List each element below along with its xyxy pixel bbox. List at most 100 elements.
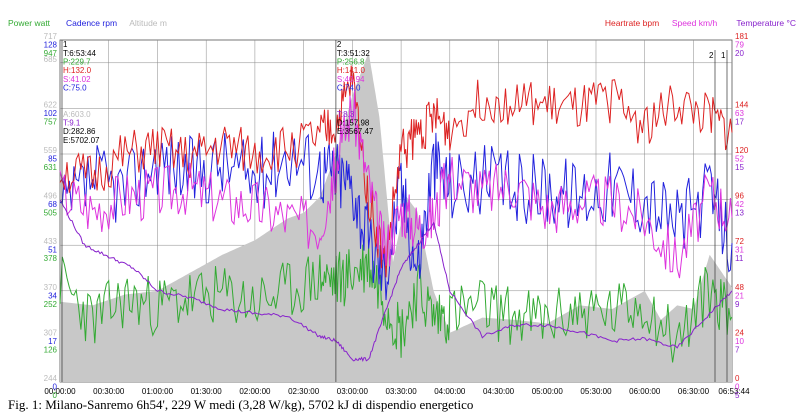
y-tick-cadence: 102 xyxy=(44,109,58,118)
x-tick-label: 04:30:00 xyxy=(483,387,515,396)
y-tick-heartrate: 96 xyxy=(735,192,744,201)
y-tick-cadence: 34 xyxy=(48,291,57,300)
marker-readout: E:3567.47 xyxy=(337,127,374,136)
marker-readout: T:8.3 xyxy=(337,110,355,119)
y-tick-speed: 63 xyxy=(735,109,744,118)
axis-layer: 00:00:00 00:30:00 01:00:00 01:30:00 02:00:00… xyxy=(44,32,750,400)
y-tick-heartrate: 181 xyxy=(735,32,749,41)
marker-readout: A:603.0 xyxy=(63,110,91,119)
end-marker-label: 2 xyxy=(709,51,714,60)
x-tick-label: 01:00:00 xyxy=(142,387,174,396)
y-tick-speed: 42 xyxy=(735,200,744,209)
legend-temperature-c: Temperature °C xyxy=(736,18,796,28)
x-tick-label: 02:30:00 xyxy=(288,387,320,396)
y-tick-speed: 52 xyxy=(735,155,744,164)
y-tick-power: 0 xyxy=(53,391,58,400)
marker-readout: T:9.1 xyxy=(63,119,81,128)
marker-readout: P:256.8 xyxy=(337,58,365,67)
y-tick-speed: 79 xyxy=(735,41,744,50)
x-tick-label: 06:00:00 xyxy=(629,387,661,396)
y-tick-heartrate: 24 xyxy=(735,328,744,337)
marker-readout: D:282.86 xyxy=(63,127,96,136)
y-tick-heartrate: 72 xyxy=(735,237,744,246)
y-tick-temperature: 11 xyxy=(735,254,744,263)
series-layer xyxy=(59,52,733,383)
marker-readout: H:132.0 xyxy=(63,66,92,75)
legend-speed-km-h: Speed km/h xyxy=(672,18,718,28)
series-cadence-line xyxy=(59,131,733,301)
marker-readout: S:40.94 xyxy=(337,75,365,84)
y-tick-cadence: 17 xyxy=(48,337,57,346)
x-tick-label: 02:00:00 xyxy=(239,387,271,396)
marker-readout: H:141.0 xyxy=(337,66,366,75)
y-tick-power: 631 xyxy=(44,163,58,172)
y-tick-altitude: 370 xyxy=(44,283,58,292)
series-heartrate-line xyxy=(59,65,733,278)
y-tick-heartrate: 120 xyxy=(735,146,749,155)
y-tick-altitude: 244 xyxy=(44,374,58,383)
y-tick-power: 757 xyxy=(44,117,58,126)
x-tick-label: 00:00:00 xyxy=(44,387,76,396)
y-tick-temperature: 13 xyxy=(735,209,744,218)
x-tick-label: 03:00:00 xyxy=(337,387,369,396)
series-altitude-area xyxy=(60,52,732,383)
marker-readout: T:3:51:32 xyxy=(337,49,370,58)
y-tick-speed: 10 xyxy=(735,337,744,346)
y-tick-altitude: 622 xyxy=(44,100,58,109)
marker-readout: C:74.0 xyxy=(337,83,361,92)
x-tick-label: 06:30:00 xyxy=(678,387,710,396)
y-tick-power: 126 xyxy=(44,345,58,354)
legend-altitude-m: Altitude m xyxy=(129,18,167,28)
y-tick-temperature: 15 xyxy=(735,163,744,172)
x-tick-label: 01:30:00 xyxy=(191,387,223,396)
y-tick-speed: 21 xyxy=(735,291,744,300)
legend-power-watt: Power watt xyxy=(8,18,51,28)
x-tick-label: 04:00:00 xyxy=(434,387,466,396)
y-tick-speed: 31 xyxy=(735,246,744,255)
figure-caption: Fig. 1: Milano-Sanremo 6h54', 229 W medi… xyxy=(8,397,474,412)
y-tick-power: 947 xyxy=(44,49,58,58)
y-tick-heartrate: 144 xyxy=(735,100,749,109)
x-tick-label: 03:30:00 xyxy=(386,387,418,396)
series-speed-line xyxy=(59,89,733,279)
y-tick-altitude: 307 xyxy=(44,328,58,337)
legend-heartrate-bpm: Heartrate bpm xyxy=(605,18,659,28)
x-tick-label: 00:30:00 xyxy=(93,387,125,396)
y-tick-cadence: 51 xyxy=(48,246,57,255)
marker-label-1: 1 xyxy=(63,40,68,49)
y-tick-power: 252 xyxy=(44,300,58,309)
end-marker-label: 1 xyxy=(721,51,726,60)
marker-layer: 1T:6:53:44P:229.7H:132.0S:41.02C:75.0A:6… xyxy=(61,40,728,382)
x-tick-label: 05:30:00 xyxy=(580,387,612,396)
y-tick-altitude: 496 xyxy=(44,192,58,201)
series-power-line xyxy=(59,244,733,363)
series-temperature-line xyxy=(59,199,733,362)
y-tick-altitude: 717 xyxy=(44,32,58,41)
marker-readout: D:157.98 xyxy=(337,119,370,128)
legend-layer: Power watt Cadence rpm Altitude m Temperatu… xyxy=(8,18,796,28)
y-tick-altitude: 559 xyxy=(44,146,58,155)
y-tick-cadence: 0 xyxy=(53,383,58,392)
marker-readout: E:5702.07 xyxy=(63,136,100,145)
legend-cadence-rpm: Cadence rpm xyxy=(66,18,117,28)
y-tick-speed: 0 xyxy=(735,383,740,392)
marker-readout: P:229.7 xyxy=(63,58,91,67)
y-tick-temperature: 7 xyxy=(735,345,740,354)
y-tick-power: 505 xyxy=(44,209,58,218)
y-tick-altitude: 685 xyxy=(44,55,58,64)
y-tick-cadence: 68 xyxy=(48,200,57,209)
y-tick-cadence: 128 xyxy=(44,41,58,50)
marker-readout: C:75.0 xyxy=(63,83,87,92)
y-tick-temperature: 17 xyxy=(735,117,744,126)
y-tick-temperature: 20 xyxy=(735,49,744,58)
marker-readout: S:41.02 xyxy=(63,75,91,84)
x-tick-label: 05:00:00 xyxy=(532,387,564,396)
y-tick-cadence: 85 xyxy=(48,155,57,164)
marker-readout: T:6:53:44 xyxy=(63,49,96,58)
y-tick-heartrate: 0 xyxy=(735,374,740,383)
y-tick-temperature: 5 xyxy=(735,391,740,400)
y-tick-altitude: 433 xyxy=(44,237,58,246)
y-tick-heartrate: 48 xyxy=(735,283,744,292)
y-tick-temperature: 9 xyxy=(735,300,740,309)
